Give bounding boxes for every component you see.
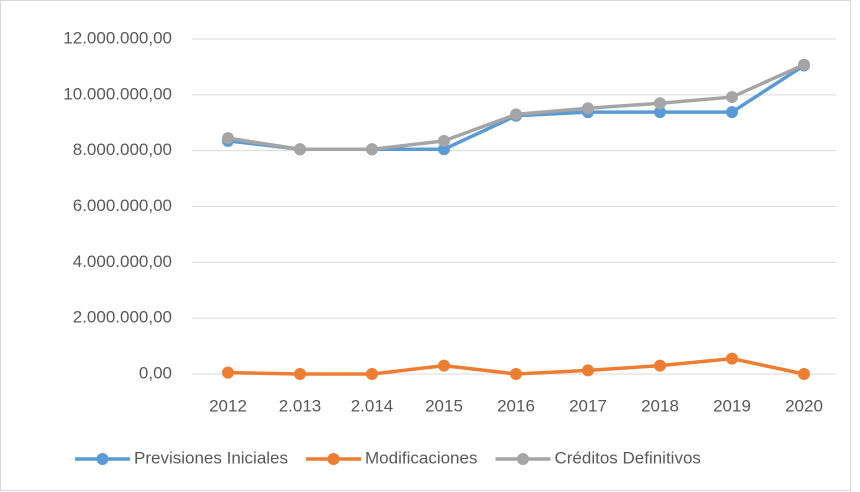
x-tick-label: 2.013 — [279, 396, 322, 415]
x-tick-label: 2012 — [209, 396, 247, 415]
data-point — [438, 359, 450, 372]
data-point — [798, 58, 810, 71]
y-tick-label: 12.000.000,00 — [63, 28, 172, 47]
data-point — [654, 97, 666, 110]
data-point — [294, 368, 306, 380]
data-point — [222, 132, 234, 145]
legend-label: Créditos Definitivos — [554, 448, 700, 467]
data-point — [798, 368, 810, 380]
legend-label: Modificaciones — [365, 448, 477, 467]
x-tick-label: 2019 — [713, 396, 751, 415]
data-point — [438, 143, 450, 156]
data-point — [510, 368, 522, 380]
data-point — [222, 366, 234, 379]
x-tick-label: 2016 — [497, 396, 535, 415]
data-point — [654, 106, 666, 119]
x-tick-label: 2020 — [785, 396, 823, 415]
x-tick-label: 2018 — [641, 396, 679, 415]
data-point — [582, 102, 594, 115]
data-point — [366, 368, 378, 380]
data-point — [726, 106, 738, 119]
y-tick-label: 6.000.000,00 — [73, 196, 172, 215]
x-tick-label: 2017 — [569, 396, 607, 415]
data-point — [438, 134, 450, 147]
legend-label: Previsiones Iniciales — [134, 448, 288, 467]
y-tick-label: 0,00 — [139, 363, 172, 382]
data-point — [726, 91, 738, 104]
legend-marker — [327, 453, 340, 465]
data-point — [726, 352, 738, 365]
data-point — [582, 364, 594, 377]
data-point — [294, 143, 306, 156]
x-tick-label: 2015 — [425, 396, 463, 415]
y-tick-label: 2.000.000,00 — [73, 308, 172, 327]
data-point — [510, 108, 522, 121]
y-tick-label: 8.000.000,00 — [73, 140, 172, 159]
y-tick-label: 10.000.000,00 — [63, 84, 172, 103]
legend-marker — [96, 453, 109, 465]
x-tick-label: 2.014 — [351, 396, 394, 415]
data-point — [654, 359, 666, 372]
y-tick-label: 4.000.000,00 — [73, 252, 172, 271]
data-point — [366, 143, 378, 156]
legend-marker — [516, 453, 529, 465]
